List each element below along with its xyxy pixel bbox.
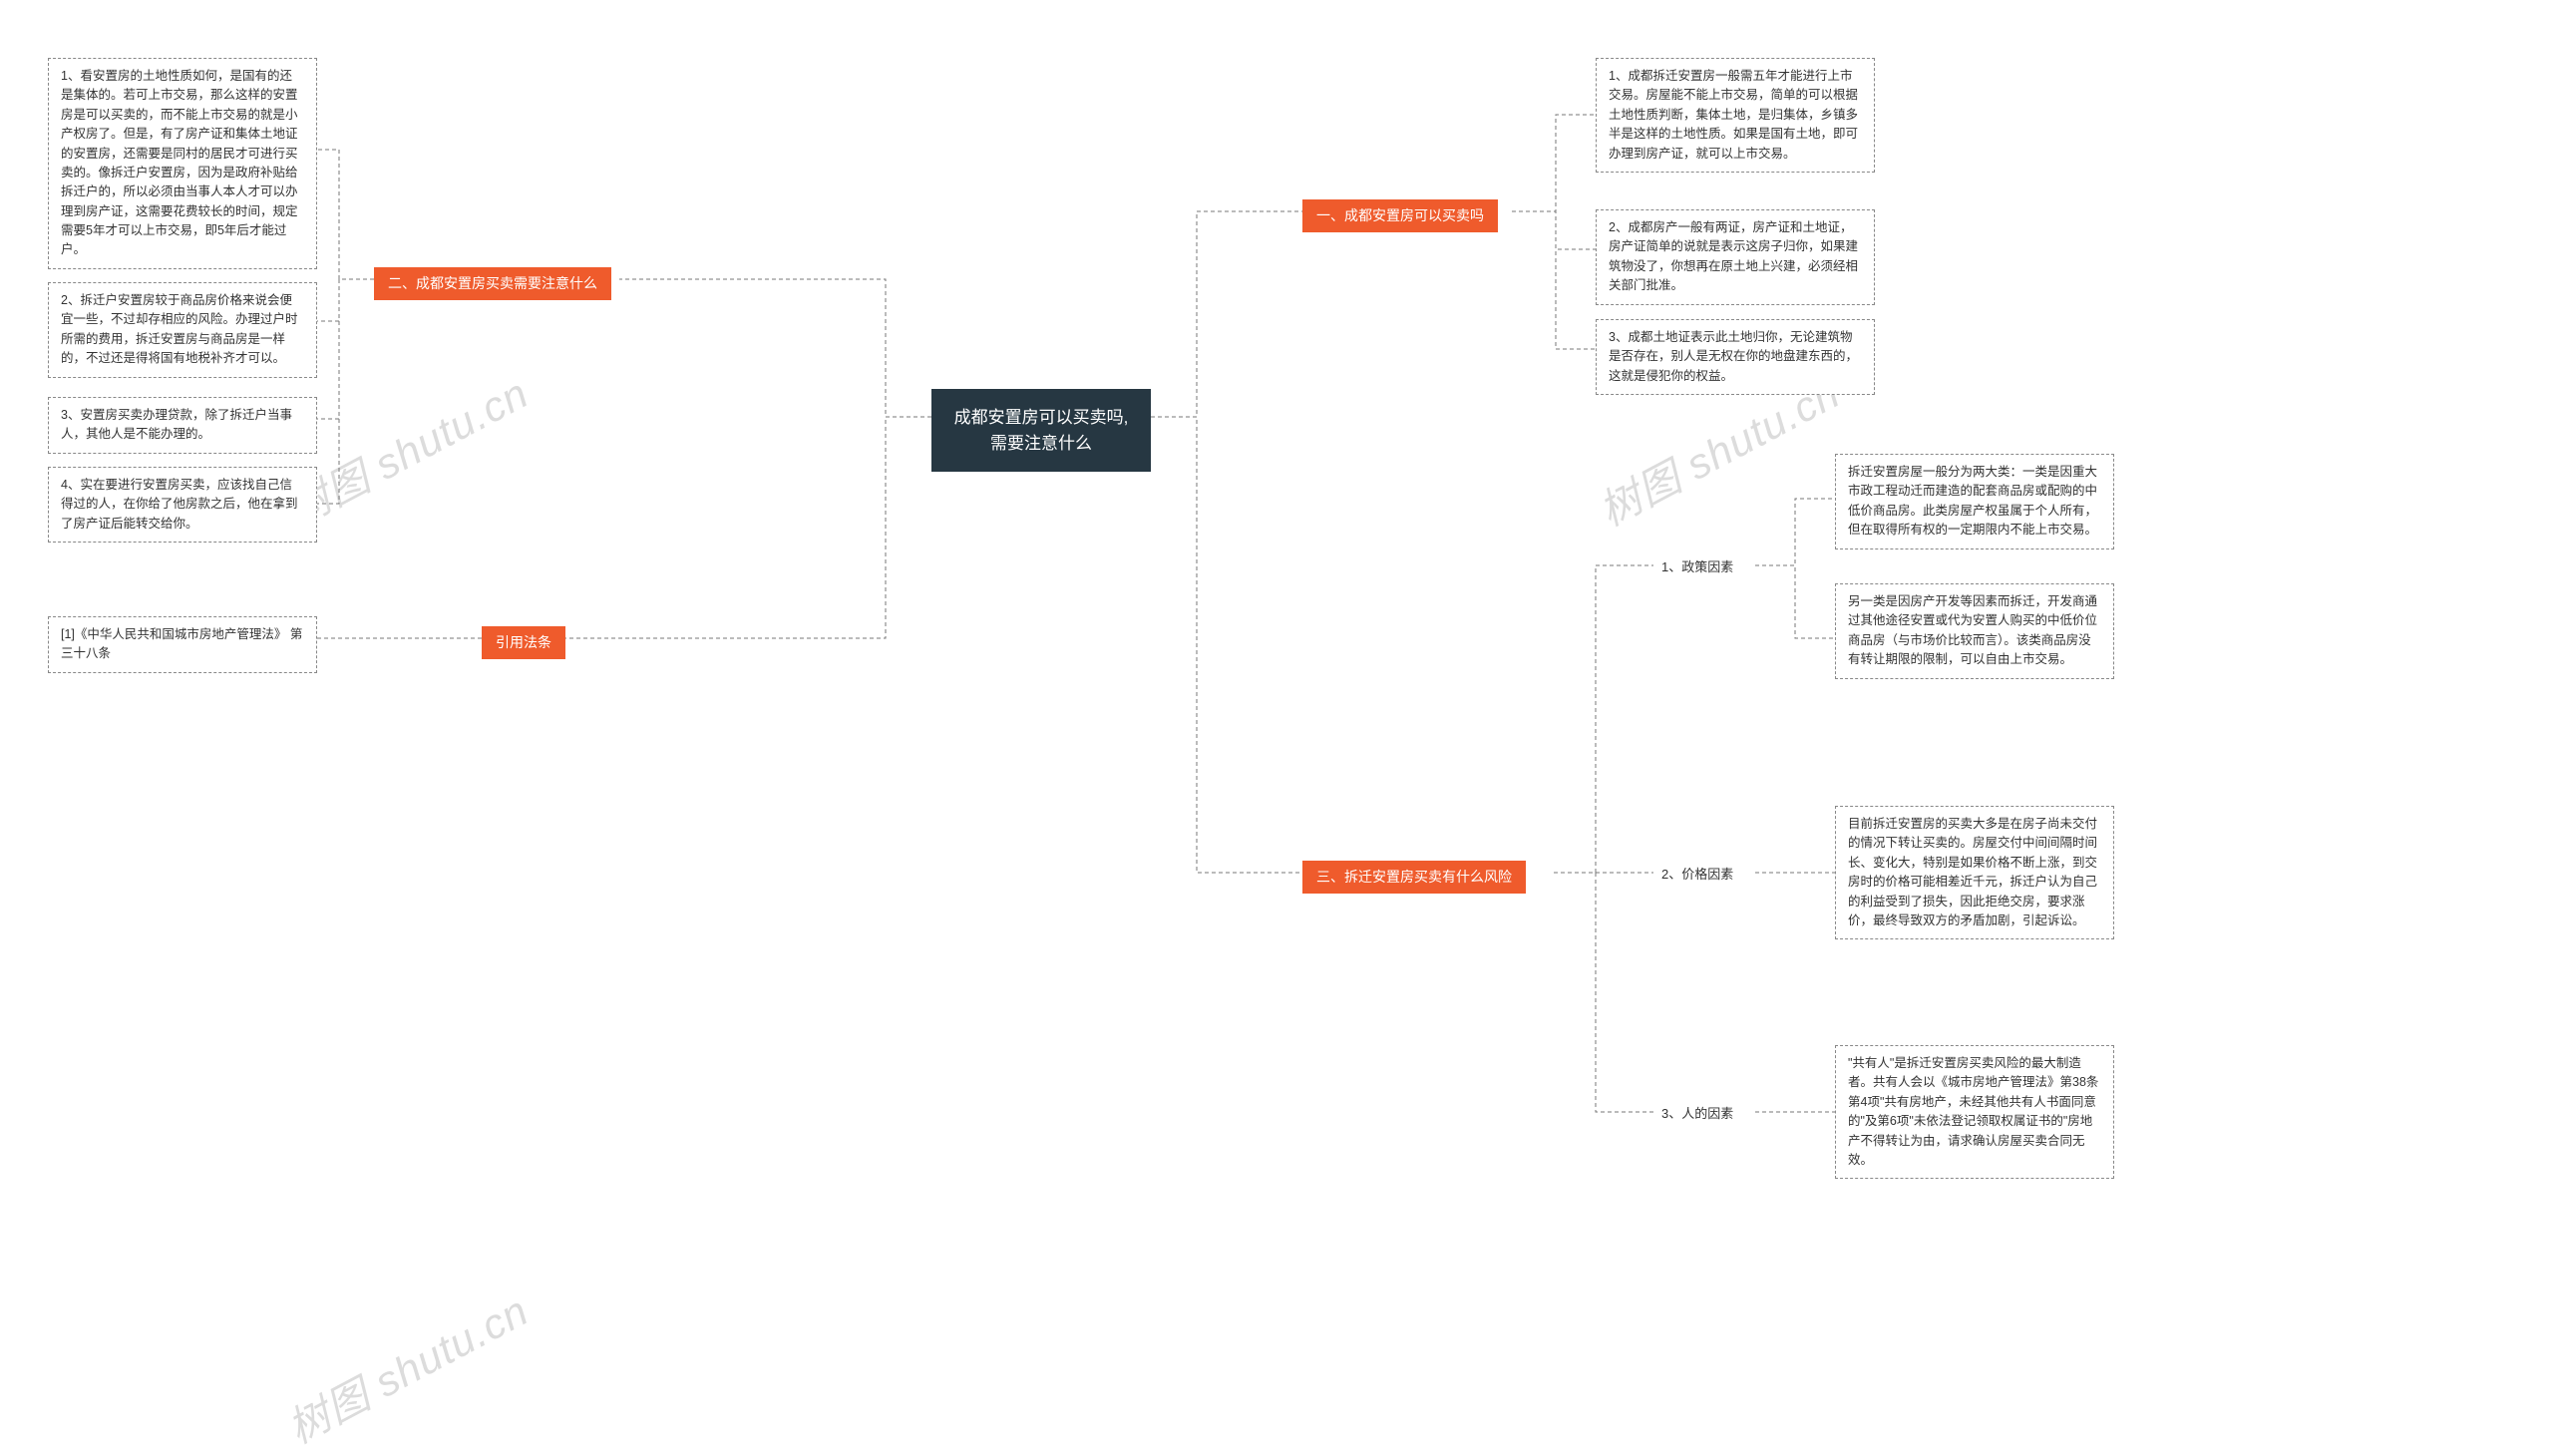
root-node: 成都安置房可以买卖吗,需要注意什么 <box>931 389 1151 472</box>
branch-1: 一、成都安置房可以买卖吗 <box>1302 199 1498 232</box>
leaf-b3-1a: 拆迁安置房屋一般分为两大类：一类是因重大市政工程动迁而建造的配套商品房或配购的中… <box>1835 454 2114 549</box>
leaf-b1-2: 2、成都房产一般有两证，房产证和土地证，房产证简单的说就是表示这房子归你，如果建… <box>1596 209 1875 305</box>
branch-4: 引用法条 <box>482 626 565 659</box>
leaf-b3-3: "共有人"是拆迁安置房买卖风险的最大制造者。共有人会以《城市房地产管理法》第38… <box>1835 1045 2114 1179</box>
watermark: 树图 shutu.cn <box>275 1277 538 1455</box>
branch-3: 三、拆迁安置房买卖有什么风险 <box>1302 861 1526 894</box>
connector-lines <box>0 0 2553 1387</box>
leaf-b2-3: 3、安置房买卖办理贷款，除了拆迁户当事人，其他人是不能办理的。 <box>48 397 317 454</box>
leaf-b2-4: 4、实在要进行安置房买卖，应该找自己信得过的人，在你给了他房款之后，他在拿到了房… <box>48 467 317 543</box>
leaf-b2-2: 2、拆迁户安置房较于商品房价格来说会便宜一些，不过却存相应的风险。办理过户时所需… <box>48 282 317 378</box>
leaf-b4-1: [1]《中华人民共和国城市房地产管理法》 第三十八条 <box>48 616 317 673</box>
leaf-b3-1b: 另一类是因房产开发等因素而拆迁，开发商通过其他途径安置或代为安置人购买的中低价位… <box>1835 583 2114 679</box>
leaf-b1-3: 3、成都土地证表示此土地归你，无论建筑物是否存在，别人是无权在你的地盘建东西的，… <box>1596 319 1875 395</box>
leaf-b3-2: 目前拆迁安置房的买卖大多是在房子尚未交付的情况下转让买卖的。房屋交付中间间隔时间… <box>1835 806 2114 939</box>
sub-3-1: 1、政策因素 <box>1653 553 1741 581</box>
leaf-b2-1: 1、看安置房的土地性质如何，是国有的还是集体的。若可上市交易，那么这样的安置房是… <box>48 58 317 269</box>
sub-3-2: 2、价格因素 <box>1653 861 1741 889</box>
leaf-b1-1: 1、成都拆迁安置房一般需五年才能进行上市交易。房屋能不能上市交易，简单的可以根据… <box>1596 58 1875 173</box>
branch-2: 二、成都安置房买卖需要注意什么 <box>374 267 611 300</box>
sub-3-3: 3、人的因素 <box>1653 1100 1741 1128</box>
